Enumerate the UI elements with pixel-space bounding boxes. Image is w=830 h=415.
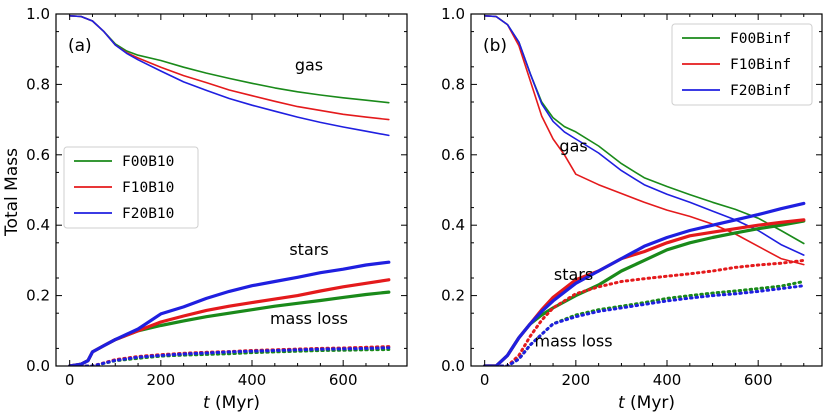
x-axis-unit: (Myr) [210, 393, 260, 413]
legend-box [63, 146, 199, 229]
y-axis-title: Total Mass [2, 148, 22, 237]
legend-label: F00Binf [730, 31, 791, 47]
x-tick-label: 600 [744, 371, 773, 389]
x-tick-label: 400 [238, 371, 267, 389]
y-tick-label: 0.0 [26, 357, 50, 375]
x-tick-label: 600 [329, 371, 358, 389]
y-tick-label: 0.8 [441, 75, 465, 93]
series-line-f20binf-mass-loss [483, 284, 806, 366]
y-tick-label: 0.4 [26, 216, 50, 234]
legend: F00B10 F10B10 F20B10 [63, 146, 199, 229]
legend-label: F10Binf [730, 57, 791, 73]
x-tick-label: 200 [562, 371, 591, 389]
x-axis-var: t [203, 393, 211, 413]
series-group [483, 15, 806, 366]
panel-label: (b) [483, 36, 507, 56]
y-tick-label: 0.6 [441, 146, 465, 164]
x-axis-var: t [618, 393, 626, 413]
plot-frame [55, 13, 408, 367]
x-axis-unit: (Myr) [625, 393, 675, 413]
x-axis-title: t (Myr) [203, 393, 260, 413]
series-line-f20b10-stars [68, 260, 391, 366]
x-axis-title: t (Myr) [618, 393, 675, 413]
y-tick-label: 1.0 [26, 5, 50, 23]
series-line-f20b10-gas [68, 15, 390, 137]
series-line-f20b10-mass-loss [68, 346, 391, 366]
y-tick-label: 0.4 [441, 216, 465, 234]
legend-box [671, 23, 813, 106]
y-tick-label: 0.8 [26, 75, 50, 93]
annotation-stars: stars [554, 265, 593, 284]
series-line-f10binf-mass-loss [483, 258, 806, 366]
series-line-f20binf-stars [483, 201, 806, 366]
annotation-stars: stars [289, 240, 328, 259]
annotation-gas: gas [295, 55, 323, 74]
annotation-gas: gas [559, 136, 587, 155]
x-tick-label: 0 [480, 371, 490, 389]
x-tick-label: 200 [147, 371, 176, 389]
panel-a: 0 200 400 600 0.0 0.2 0.4 0.6 0.8 1.0 t (Myr) (a) ga… [26, 5, 408, 413]
x-tick-label: 0 [65, 371, 75, 389]
legend-label: F20B10 [122, 206, 174, 222]
legend-label: F20Binf [730, 83, 791, 99]
x-tick-label: 400 [653, 371, 682, 389]
legend-label: F00B10 [122, 154, 174, 170]
panel-b: 0 200 400 600 0.0 0.2 0.4 0.6 0.8 1.0 t (Myr) (b) ga… [441, 5, 823, 413]
y-tick-label: 0.2 [441, 287, 465, 305]
y-tick-label: 0.0 [441, 357, 465, 375]
plot-frame [470, 13, 823, 367]
y-tick-label: 1.0 [441, 5, 465, 23]
series-line-f10b10-gas [68, 15, 390, 121]
series-group [68, 15, 391, 366]
annotation-mass-loss: mass loss [270, 309, 348, 328]
y-tick-label: 0.2 [26, 287, 50, 305]
annotation-mass-loss: mass loss [535, 332, 613, 351]
y-tick-label: 0.6 [26, 146, 50, 164]
legend: F00Binf F10Binf F20Binf [671, 23, 813, 106]
panel-label: (a) [68, 36, 92, 56]
legend-label: F10B10 [122, 180, 174, 196]
